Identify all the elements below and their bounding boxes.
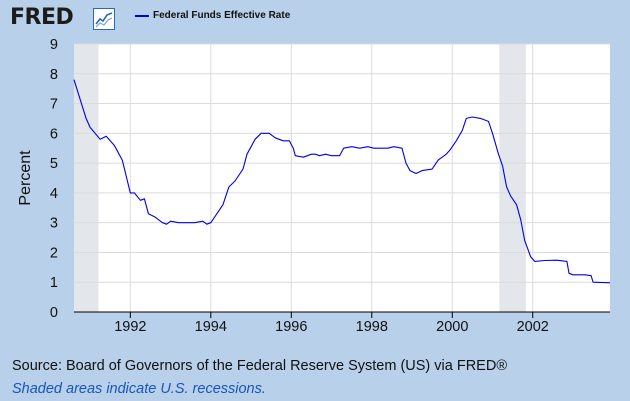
series-line — [73, 79, 611, 284]
x-tick-label: 2000 — [436, 319, 468, 334]
y-tick-label: 0 — [50, 305, 58, 321]
y-tick-label: 4 — [50, 186, 58, 202]
y-tick-label: 2 — [50, 245, 58, 261]
legend-label: Federal Funds Effective Rate — [153, 10, 291, 21]
plot-area — [74, 44, 610, 312]
x-tick-label: 1994 — [195, 319, 227, 334]
fred-trend-chart-icon — [93, 8, 115, 30]
y-tick-label: 6 — [50, 126, 58, 142]
recession-band — [499, 44, 526, 312]
recession-band — [74, 44, 99, 312]
y-tick-label: 3 — [50, 216, 58, 232]
y-tick-label: 9 — [50, 37, 58, 53]
chart-header: FRED Federal Funds Effective Rate — [0, 0, 630, 34]
y-tick-label: 1 — [50, 275, 58, 291]
y-tick-label: 5 — [50, 156, 58, 172]
source-note[interactable]: Source: Board of Governors of the Federa… — [12, 358, 508, 374]
x-tick-label: 1998 — [356, 319, 388, 334]
y-axis-label: Percent — [17, 150, 34, 206]
fred-logo[interactable]: FRED — [10, 5, 74, 30]
line-chart: 0 1 2 3 4 5 6 7 8 9 1992 1994 1996 1998 2000 2002 Perc… — [17, 37, 611, 334]
recession-note: Shaded areas indicate U.S. recessions. — [12, 381, 266, 397]
legend-swatch — [135, 15, 149, 17]
x-tick-label: 2002 — [517, 319, 549, 334]
x-tick-label: 1992 — [114, 319, 146, 334]
y-tick-label: 7 — [50, 97, 58, 113]
x-tick-label: 1996 — [275, 319, 307, 334]
y-tick-label: 8 — [50, 67, 58, 83]
